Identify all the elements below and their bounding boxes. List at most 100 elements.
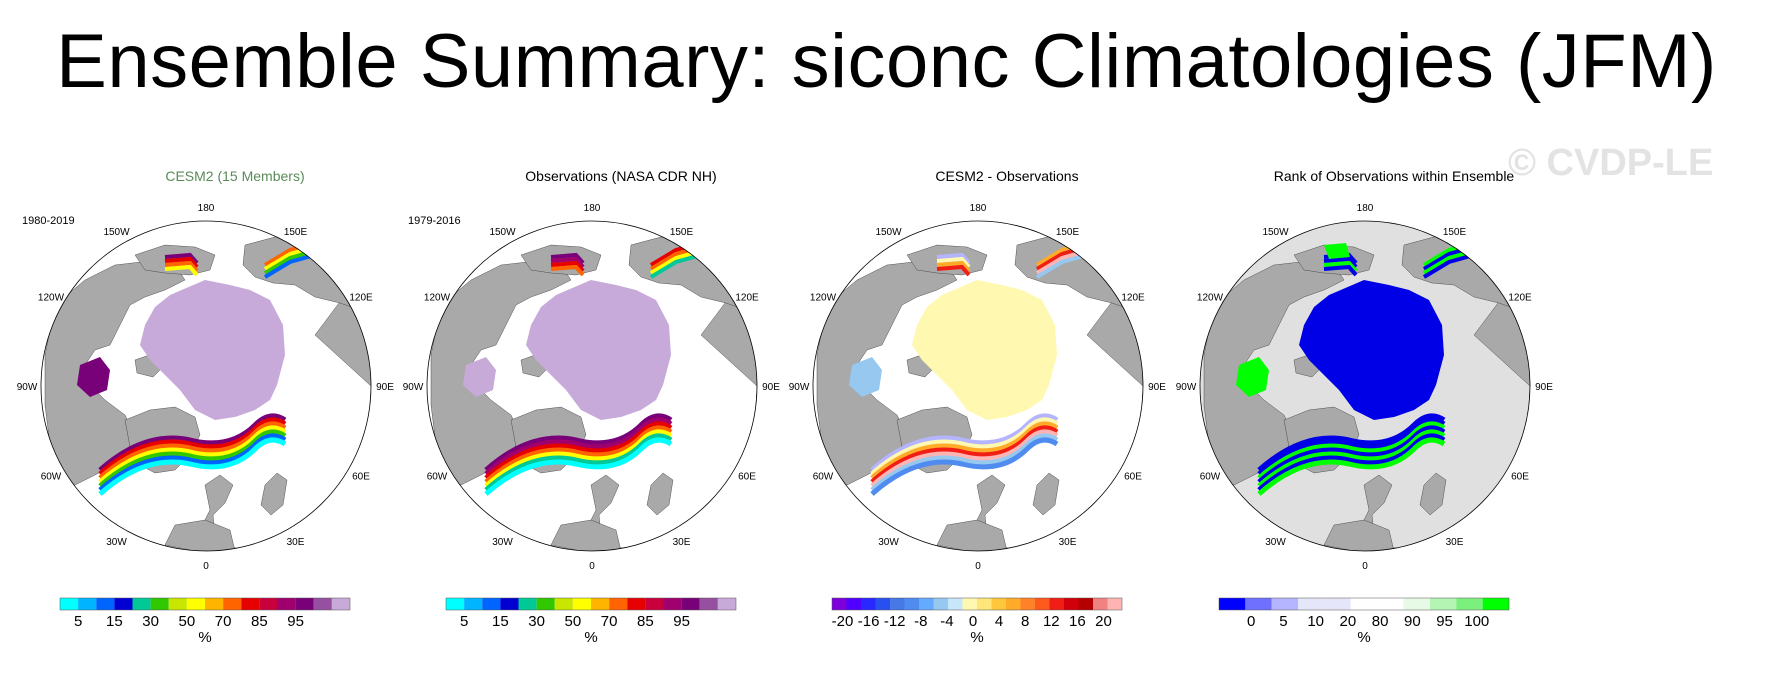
lon-label: 150W (1262, 227, 1289, 238)
colorbar-swatch (331, 598, 350, 610)
ice-edge-band (98, 421, 287, 480)
colorbar-swatch (295, 598, 314, 610)
lon-label: 180 (198, 203, 215, 214)
colorbar-tick-label: 0 (1247, 613, 1255, 630)
bering-ice-band (936, 260, 971, 273)
ice-edge-band (98, 429, 287, 488)
polar-map: 180 150E 120E 90E 60E 30E 0 30W 60W 90W 120W 150W (789, 203, 1167, 572)
colorbar: -20 -16 -12 -8 -4 0 4 8 12 16 20% (831, 597, 1123, 646)
colorbar-swatch (1078, 598, 1093, 610)
ice-edge-band (484, 437, 673, 496)
lon-label: 90W (17, 382, 38, 393)
ice-edge-band (870, 421, 1059, 480)
figure-title: Ensemble Summary: siconc Climatologies (… (56, 19, 1717, 104)
land-9 (1323, 519, 1395, 551)
lon-label: 0 (1362, 561, 1368, 572)
colorbar-unit: % (970, 629, 983, 646)
colorbar-swatch (114, 598, 133, 610)
lon-label: 120W (810, 293, 837, 304)
colorbar-swatch (536, 598, 555, 610)
colorbar-swatch (223, 598, 242, 610)
ice-edge-band (484, 417, 673, 476)
colorbar-swatch (446, 598, 465, 610)
okhotsk-ice-band (1035, 253, 1088, 279)
colorbar: 0 5 10 20 80 90 95 100% (1218, 597, 1510, 646)
lon-label: 150W (489, 227, 516, 238)
colorbar-swatch (500, 598, 519, 610)
colorbar-swatch (1006, 598, 1021, 610)
colorbar-swatch (277, 598, 296, 610)
colorbar-frame (1218, 597, 1510, 611)
colorbar-unit: % (1357, 629, 1370, 646)
sea-ice-core (526, 280, 671, 420)
lon-label: 60W (41, 472, 62, 483)
colorbar-swatch (168, 598, 187, 610)
bering-ice-band (164, 256, 199, 269)
ice-edge-band (98, 437, 287, 496)
colorbar-swatch (904, 598, 919, 610)
colorbar-frame (831, 597, 1123, 611)
bering-ice-band (1323, 256, 1358, 269)
colorbar-swatch (1020, 598, 1035, 610)
colorbar-swatch (1049, 598, 1064, 610)
polar-map: 180 150E 120E 90E 60E 30E 0 30W 60W 90W 120W 150W (17, 203, 395, 572)
polar-map: 180 150E 120E 90E 60E 30E 0 30W 60W 90W 120W 150W (1176, 203, 1554, 572)
colorbar-tick-label: 10 (1307, 613, 1324, 630)
colorbar-swatch (1350, 598, 1378, 610)
lon-label: 60W (427, 472, 448, 483)
lon-label: 90E (1535, 382, 1553, 393)
colorbar-tick-label: 8 (1021, 613, 1029, 630)
colorbar-swatch (1093, 598, 1108, 610)
colorbar-swatch (1064, 598, 1079, 610)
ice-edge-band (98, 413, 287, 472)
ice-edge-band (484, 425, 673, 484)
lon-label: 120E (735, 293, 759, 304)
colorbar-tick-label: 0 (969, 613, 977, 630)
bering-ice-band (550, 260, 585, 273)
colorbar-tick-label: 12 (1043, 613, 1060, 630)
colorbar-swatch (627, 598, 646, 610)
watermark: © CVDP-LE (1508, 142, 1714, 184)
lon-label: 0 (975, 561, 981, 572)
colorbar-swatch (96, 598, 115, 610)
ice-edge-band (870, 425, 1059, 484)
colorbar-tick-label: 5 (460, 613, 468, 630)
colorbar-tick-label: 70 (601, 613, 618, 630)
panel-cesm2: CESM2 (15 Members) 1980-2019 180 150E 120E… (15, 160, 455, 670)
hudson-bay-ice (77, 357, 110, 397)
colorbar-tick-label: 15 (492, 613, 509, 630)
lon-label: 0 (203, 561, 209, 572)
ice-edge-band (1257, 425, 1446, 484)
colorbar-swatch (1107, 598, 1122, 610)
lon-label: 90E (376, 382, 394, 393)
lon-label: 90W (1176, 382, 1197, 393)
colorbar-swatch (1035, 598, 1050, 610)
colorbar-swatch (518, 598, 537, 610)
colorbar-frame (59, 597, 351, 611)
map-border (1199, 220, 1531, 552)
colorbar-frame (445, 597, 737, 611)
okhotsk-ice-band (1422, 253, 1475, 279)
ice-edge-band (1257, 421, 1446, 480)
colorbar: 5 15 30 50 70 85 95% (445, 597, 737, 646)
colorbar-swatch (150, 598, 169, 610)
lon-label: 120E (349, 293, 373, 304)
colorbar-swatch (875, 598, 890, 610)
bering-ice-band (1323, 264, 1358, 277)
land-9 (164, 519, 236, 551)
hudson-bay-ice (849, 357, 882, 397)
hudson-bay-ice (1236, 357, 1269, 397)
bering-ice-band (550, 252, 585, 265)
bering-ice-band (164, 252, 199, 265)
colorbar-tick-label: 85 (251, 613, 268, 630)
colorbar-tick-label: 30 (528, 613, 545, 630)
colorbar-swatch (717, 598, 736, 610)
lon-label: 120E (1121, 293, 1145, 304)
ice-edge-band (484, 413, 673, 472)
colorbar-swatch (1271, 598, 1299, 610)
panel-title: CESM2 - Observations (935, 168, 1079, 184)
lon-label: 60E (1124, 472, 1142, 483)
colorbar-swatch (645, 598, 664, 610)
colorbar-tick-label: 20 (1095, 613, 1112, 630)
panel-observations: Observations (NASA CDR NH) 1979-2016 180… (401, 160, 841, 670)
